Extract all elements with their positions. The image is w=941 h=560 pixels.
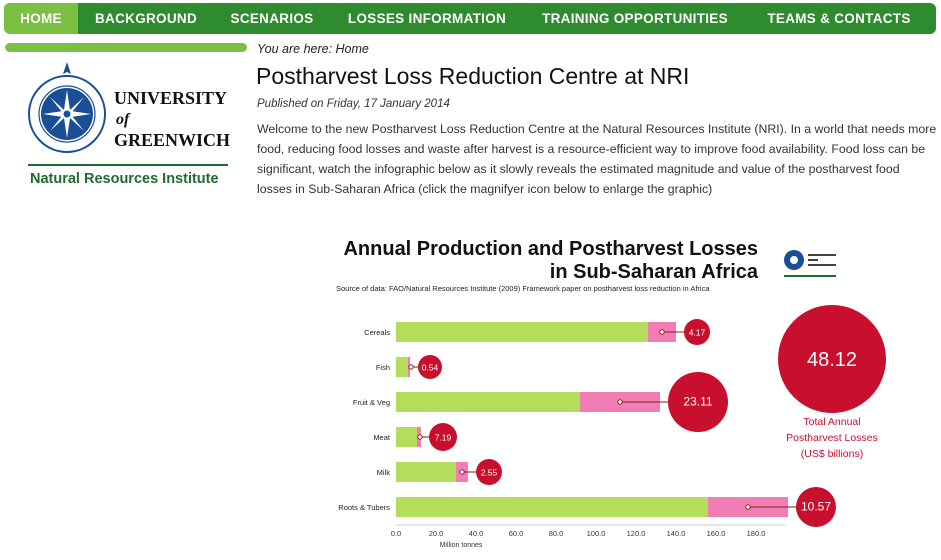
- university-name: UNIVERSITY of GREENWICH: [114, 88, 231, 150]
- mini-university-logo: [784, 250, 836, 277]
- loss-dot: [745, 504, 751, 510]
- x-tick-label: 0.0: [391, 529, 401, 538]
- loss-value-label: 0.54: [422, 363, 439, 373]
- x-tick-label: 40.0: [469, 529, 484, 538]
- x-tick-label: 180.0: [747, 529, 766, 538]
- chart-title: Annual Production and Postharvest Losses…: [343, 238, 758, 283]
- nav-home[interactable]: HOME: [4, 3, 78, 34]
- page-title: Postharvest Loss Reduction Centre at NRI: [256, 63, 690, 89]
- production-bar: [396, 357, 408, 377]
- loss-dot: [659, 329, 665, 335]
- intro-paragraph: Welcome to the new Postharvest Loss Redu…: [257, 122, 937, 196]
- x-tick-label: 60.0: [509, 529, 524, 538]
- loss-dot: [408, 364, 414, 370]
- loss-value-circle: [476, 459, 502, 485]
- main-nav: HOME BACKGROUND SCENARIOS LOSSES INFORMA…: [4, 3, 936, 34]
- production-bar: [396, 462, 456, 482]
- total-loss-caption: Total Annual: [803, 416, 860, 428]
- loss-value-label: 2.55: [481, 468, 498, 478]
- total-loss-circle: [778, 305, 886, 413]
- production-bar: [396, 392, 580, 412]
- loss-value-label: 7.19: [435, 433, 452, 443]
- nav-background[interactable]: BACKGROUND: [95, 11, 197, 26]
- breadcrumb: You are here: Home: [257, 42, 369, 56]
- production-bar: [396, 427, 417, 447]
- loss-value-label: 4.17: [689, 328, 706, 338]
- category-label: Milk: [377, 468, 391, 477]
- loss-value-circle: [429, 423, 457, 451]
- x-tick-label: 140.0: [667, 529, 686, 538]
- loss-dot: [617, 399, 623, 405]
- x-tick-label: 100.0: [587, 529, 606, 538]
- x-axis-label: Million tonnes: [440, 542, 483, 549]
- total-loss-value: 48.12: [807, 349, 857, 371]
- loss-value-circle: [796, 487, 836, 527]
- category-label: Roots & Tubers: [338, 503, 390, 512]
- nav-losses-information[interactable]: LOSSES INFORMATION: [347, 11, 507, 26]
- category-label: Cereals: [364, 328, 390, 337]
- loss-value-circle: [668, 372, 728, 432]
- x-tick-label: 120.0: [627, 529, 646, 538]
- logo-divider: [28, 164, 228, 166]
- category-label: Fruit & Veg: [353, 398, 390, 407]
- loss-value-label: 23.11: [683, 395, 712, 409]
- loss-value-label: 10.57: [801, 500, 831, 514]
- loss-dot: [459, 469, 465, 475]
- loss-dot: [417, 434, 423, 440]
- sidebar-accent-bar: [5, 43, 247, 52]
- category-label: Meat: [373, 433, 391, 442]
- compass-rose-icon: [28, 62, 106, 153]
- loss-chart: 0.0 20.0 40.0 60.0 80.0 100.0 120.0 140.0 160.0 1…: [338, 305, 886, 549]
- published-date: Published on Friday, 17 January 2014: [257, 98, 450, 110]
- nav-teams-contacts[interactable]: TEAMS & CONTACTS: [767, 11, 911, 26]
- loss-value-circle: [418, 355, 442, 379]
- infographic[interactable]: Annual Production and Postharvest Losses…: [330, 232, 890, 558]
- institute-name: Natural Resources Institute: [30, 171, 219, 187]
- nav-scenarios[interactable]: SCENARIOS: [230, 11, 314, 26]
- university-logo[interactable]: UNIVERSITY of GREENWICH Natural Resource…: [24, 60, 234, 190]
- x-tick-label: 20.0: [429, 529, 444, 538]
- chart-source: Source of data: FAO/Natural Resources In…: [336, 284, 710, 293]
- x-tick-label: 80.0: [549, 529, 564, 538]
- production-bar: [396, 497, 708, 517]
- total-loss-caption: (US$ billions): [801, 448, 863, 460]
- total-loss-caption: Postharvest Losses: [786, 432, 878, 444]
- category-label: Fish: [376, 363, 390, 372]
- production-bar: [396, 322, 648, 342]
- x-tick-label: 160.0: [707, 529, 726, 538]
- loss-value-circle: [684, 319, 710, 345]
- nav-training-opportunities[interactable]: TRAINING OPPORTUNITIES: [542, 11, 728, 26]
